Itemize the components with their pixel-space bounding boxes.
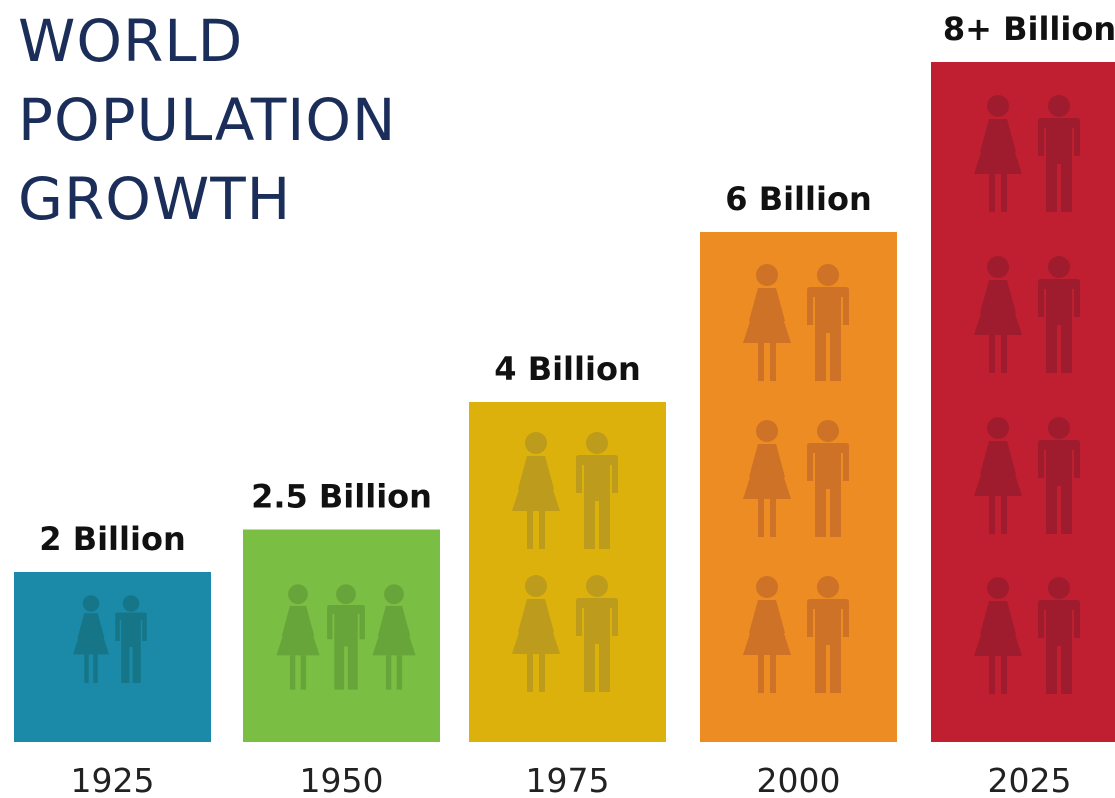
x-tick-label-2025: 2025 bbox=[988, 761, 1072, 798]
man-icon bbox=[1038, 417, 1080, 534]
woman-icon bbox=[372, 584, 416, 690]
woman-icon bbox=[743, 576, 791, 693]
bar-icons-1975 bbox=[512, 432, 618, 692]
chart-title: WORLD POPULATION GROWTH bbox=[18, 2, 578, 239]
data-label-1950: 2.5 Billion bbox=[251, 478, 432, 516]
man-icon bbox=[1038, 256, 1080, 373]
x-tick-label-1925: 1925 bbox=[71, 761, 155, 798]
woman-icon bbox=[974, 577, 1022, 694]
woman-icon bbox=[974, 256, 1022, 373]
man-icon bbox=[807, 264, 849, 381]
woman-icon bbox=[974, 417, 1022, 534]
man-icon bbox=[807, 576, 849, 693]
bar-2000 bbox=[700, 232, 897, 742]
man-icon bbox=[576, 575, 618, 692]
bar-2025 bbox=[931, 62, 1115, 742]
title-line-1: WORLD bbox=[18, 7, 244, 75]
man-icon bbox=[1038, 577, 1080, 694]
x-tick-label-1975: 1975 bbox=[526, 761, 610, 798]
woman-icon bbox=[743, 264, 791, 381]
woman-icon bbox=[743, 420, 791, 537]
data-label-1975: 4 Billion bbox=[494, 350, 640, 388]
title-line-3: GROWTH bbox=[18, 165, 292, 233]
woman-icon bbox=[512, 575, 560, 692]
man-icon bbox=[1038, 95, 1080, 212]
title-line-2: POPULATION bbox=[18, 86, 397, 154]
bar-icons-1950 bbox=[276, 584, 416, 690]
bar-1975 bbox=[469, 402, 666, 742]
data-label-2000: 6 Billion bbox=[725, 180, 871, 218]
bar-1925 bbox=[14, 572, 211, 742]
woman-icon bbox=[73, 595, 109, 683]
man-icon bbox=[327, 584, 365, 690]
bar-icons-2025 bbox=[974, 95, 1080, 694]
man-icon bbox=[576, 432, 618, 549]
bar-icons-1925 bbox=[73, 595, 147, 683]
x-tick-label-1950: 1950 bbox=[300, 761, 384, 798]
woman-icon bbox=[974, 95, 1022, 212]
bar-icons-2000 bbox=[743, 264, 849, 693]
woman-icon bbox=[276, 584, 320, 690]
man-icon bbox=[115, 595, 147, 683]
man-icon bbox=[807, 420, 849, 537]
data-label-1925: 2 Billion bbox=[39, 520, 185, 558]
woman-icon bbox=[512, 432, 560, 549]
data-label-2025: 8+ Billion bbox=[943, 10, 1115, 48]
x-tick-label-2000: 2000 bbox=[757, 761, 841, 798]
